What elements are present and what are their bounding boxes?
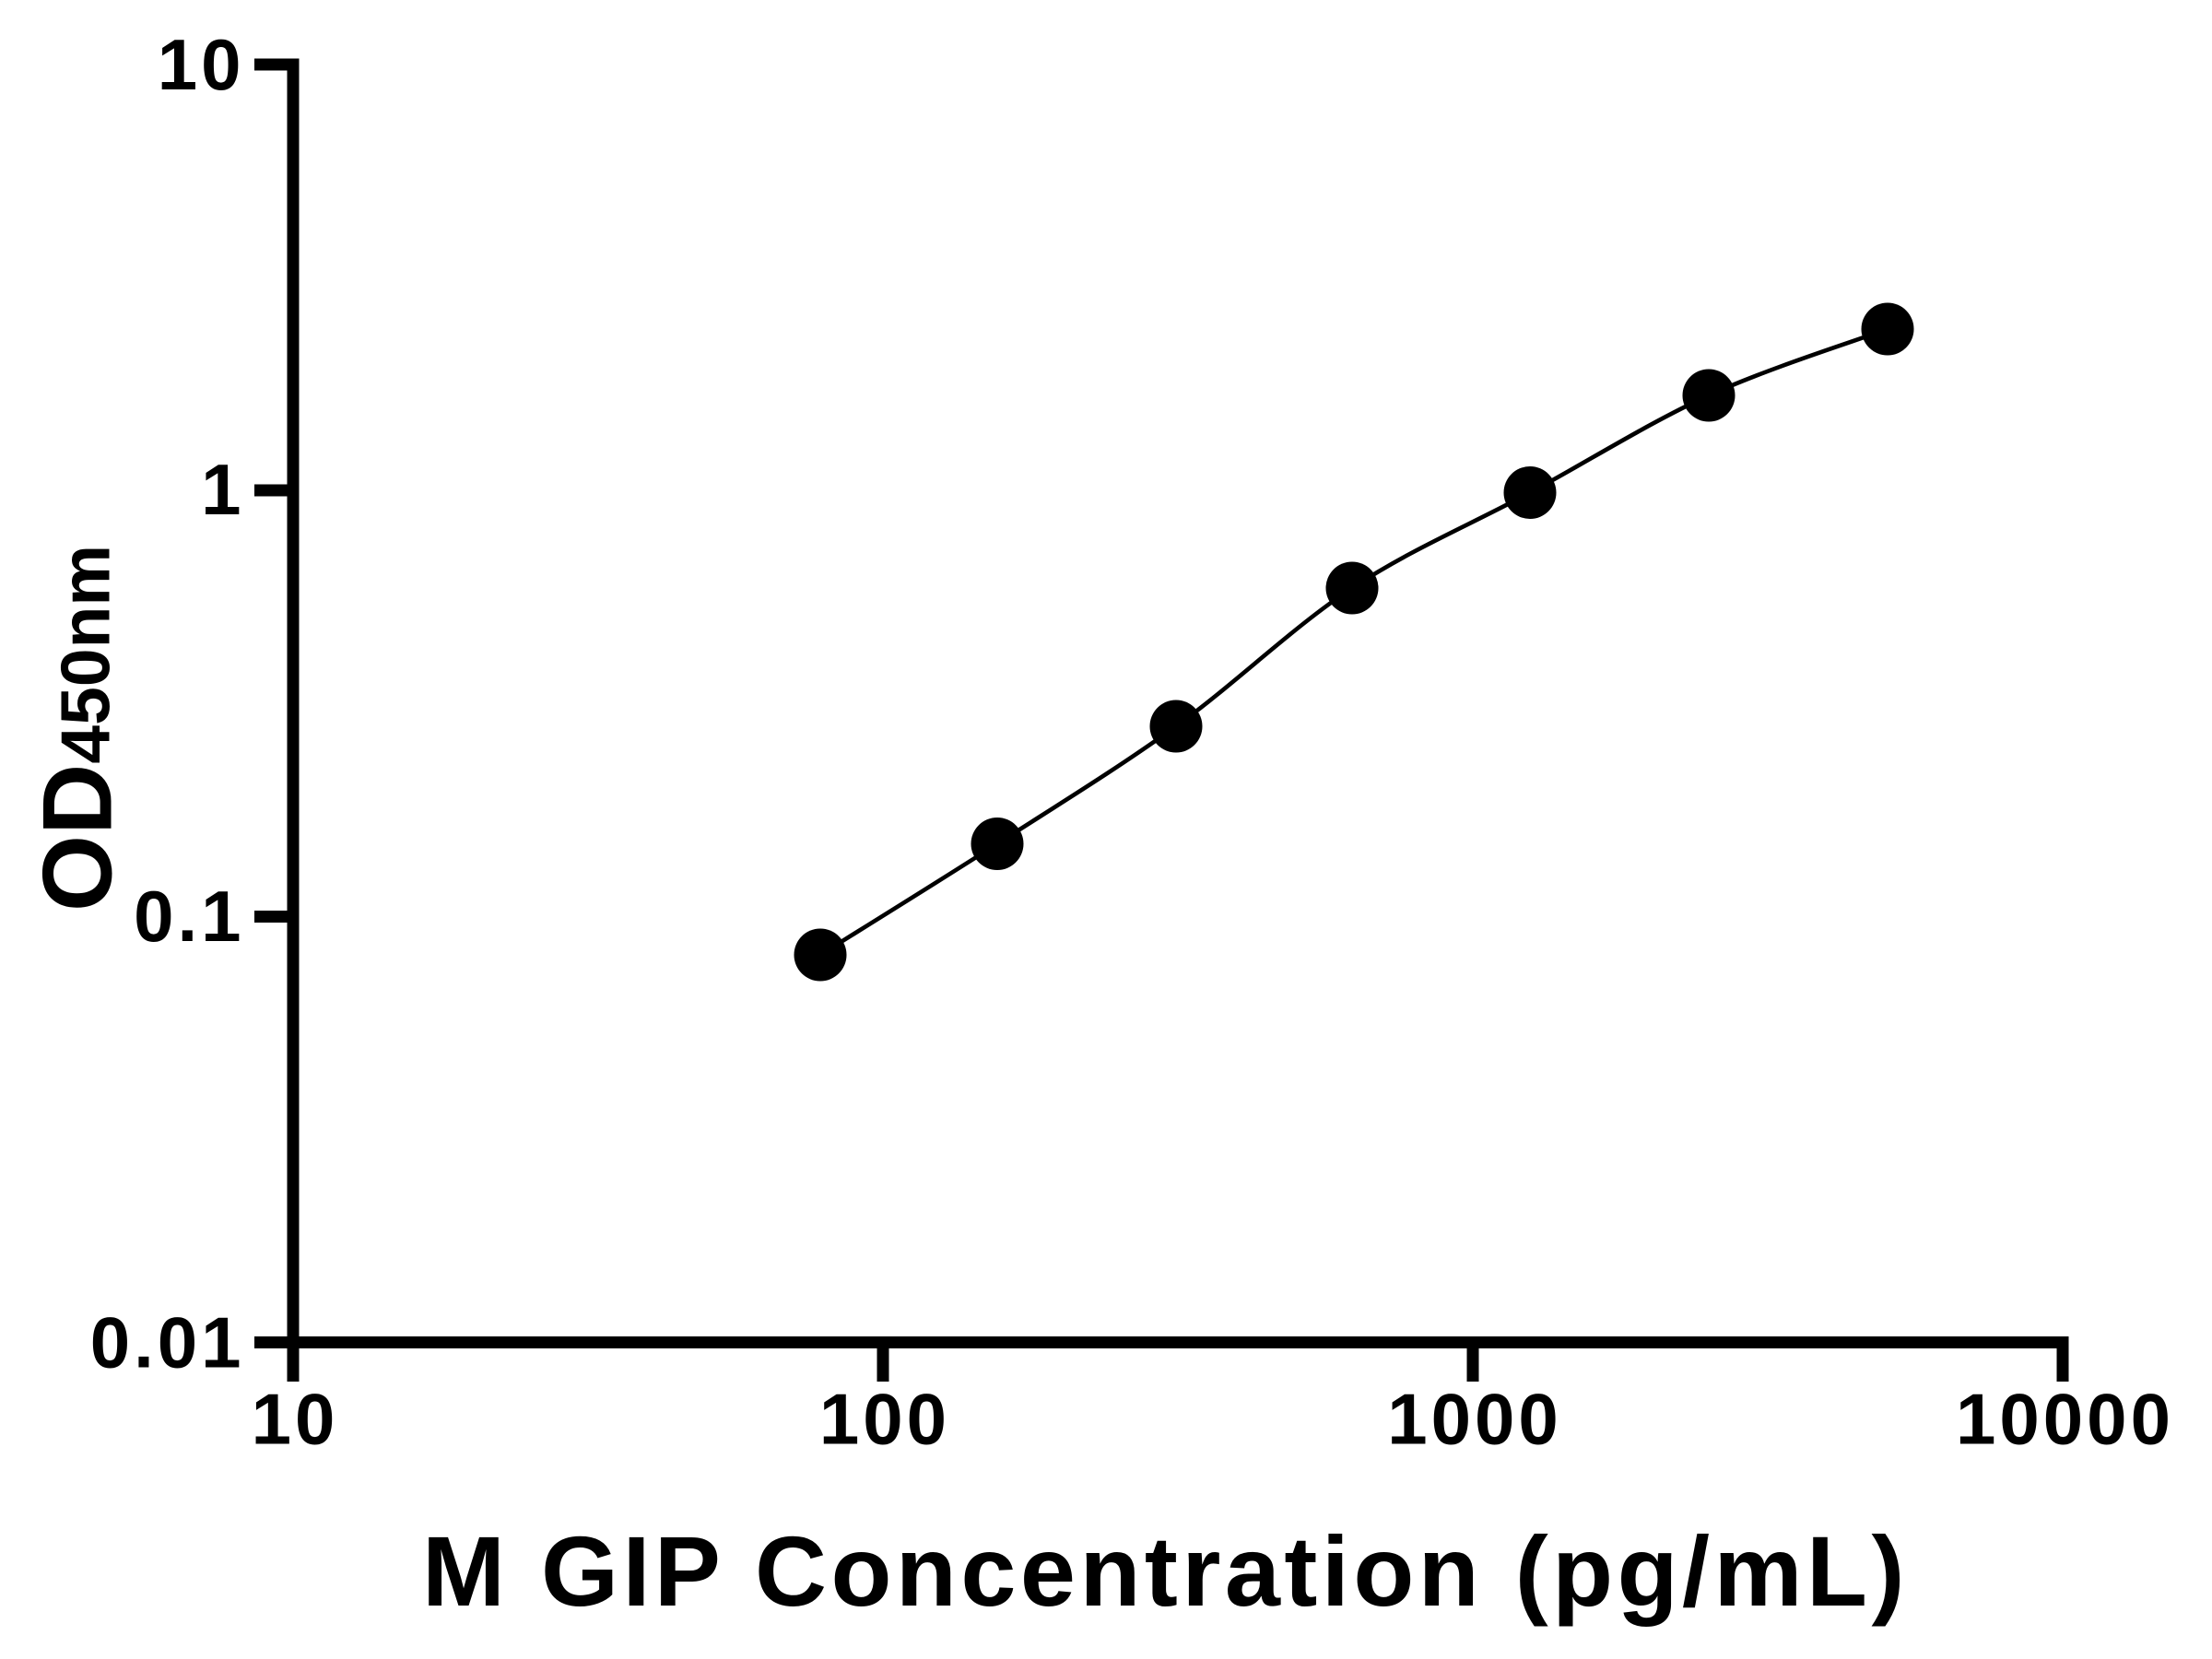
svg-text:10: 10 bbox=[158, 24, 245, 105]
svg-text:10: 10 bbox=[252, 1379, 339, 1460]
svg-text:1000: 1000 bbox=[1387, 1379, 1562, 1460]
svg-text:0.01: 0.01 bbox=[90, 1302, 245, 1383]
svg-text:1: 1 bbox=[201, 449, 244, 530]
svg-text:M GIP Concentration (pg/mL): M GIP Concentration (pg/mL) bbox=[422, 1515, 1909, 1627]
svg-text:100: 100 bbox=[819, 1379, 950, 1460]
svg-text:0.1: 0.1 bbox=[134, 876, 244, 957]
svg-text:10000: 10000 bbox=[1956, 1379, 2174, 1460]
